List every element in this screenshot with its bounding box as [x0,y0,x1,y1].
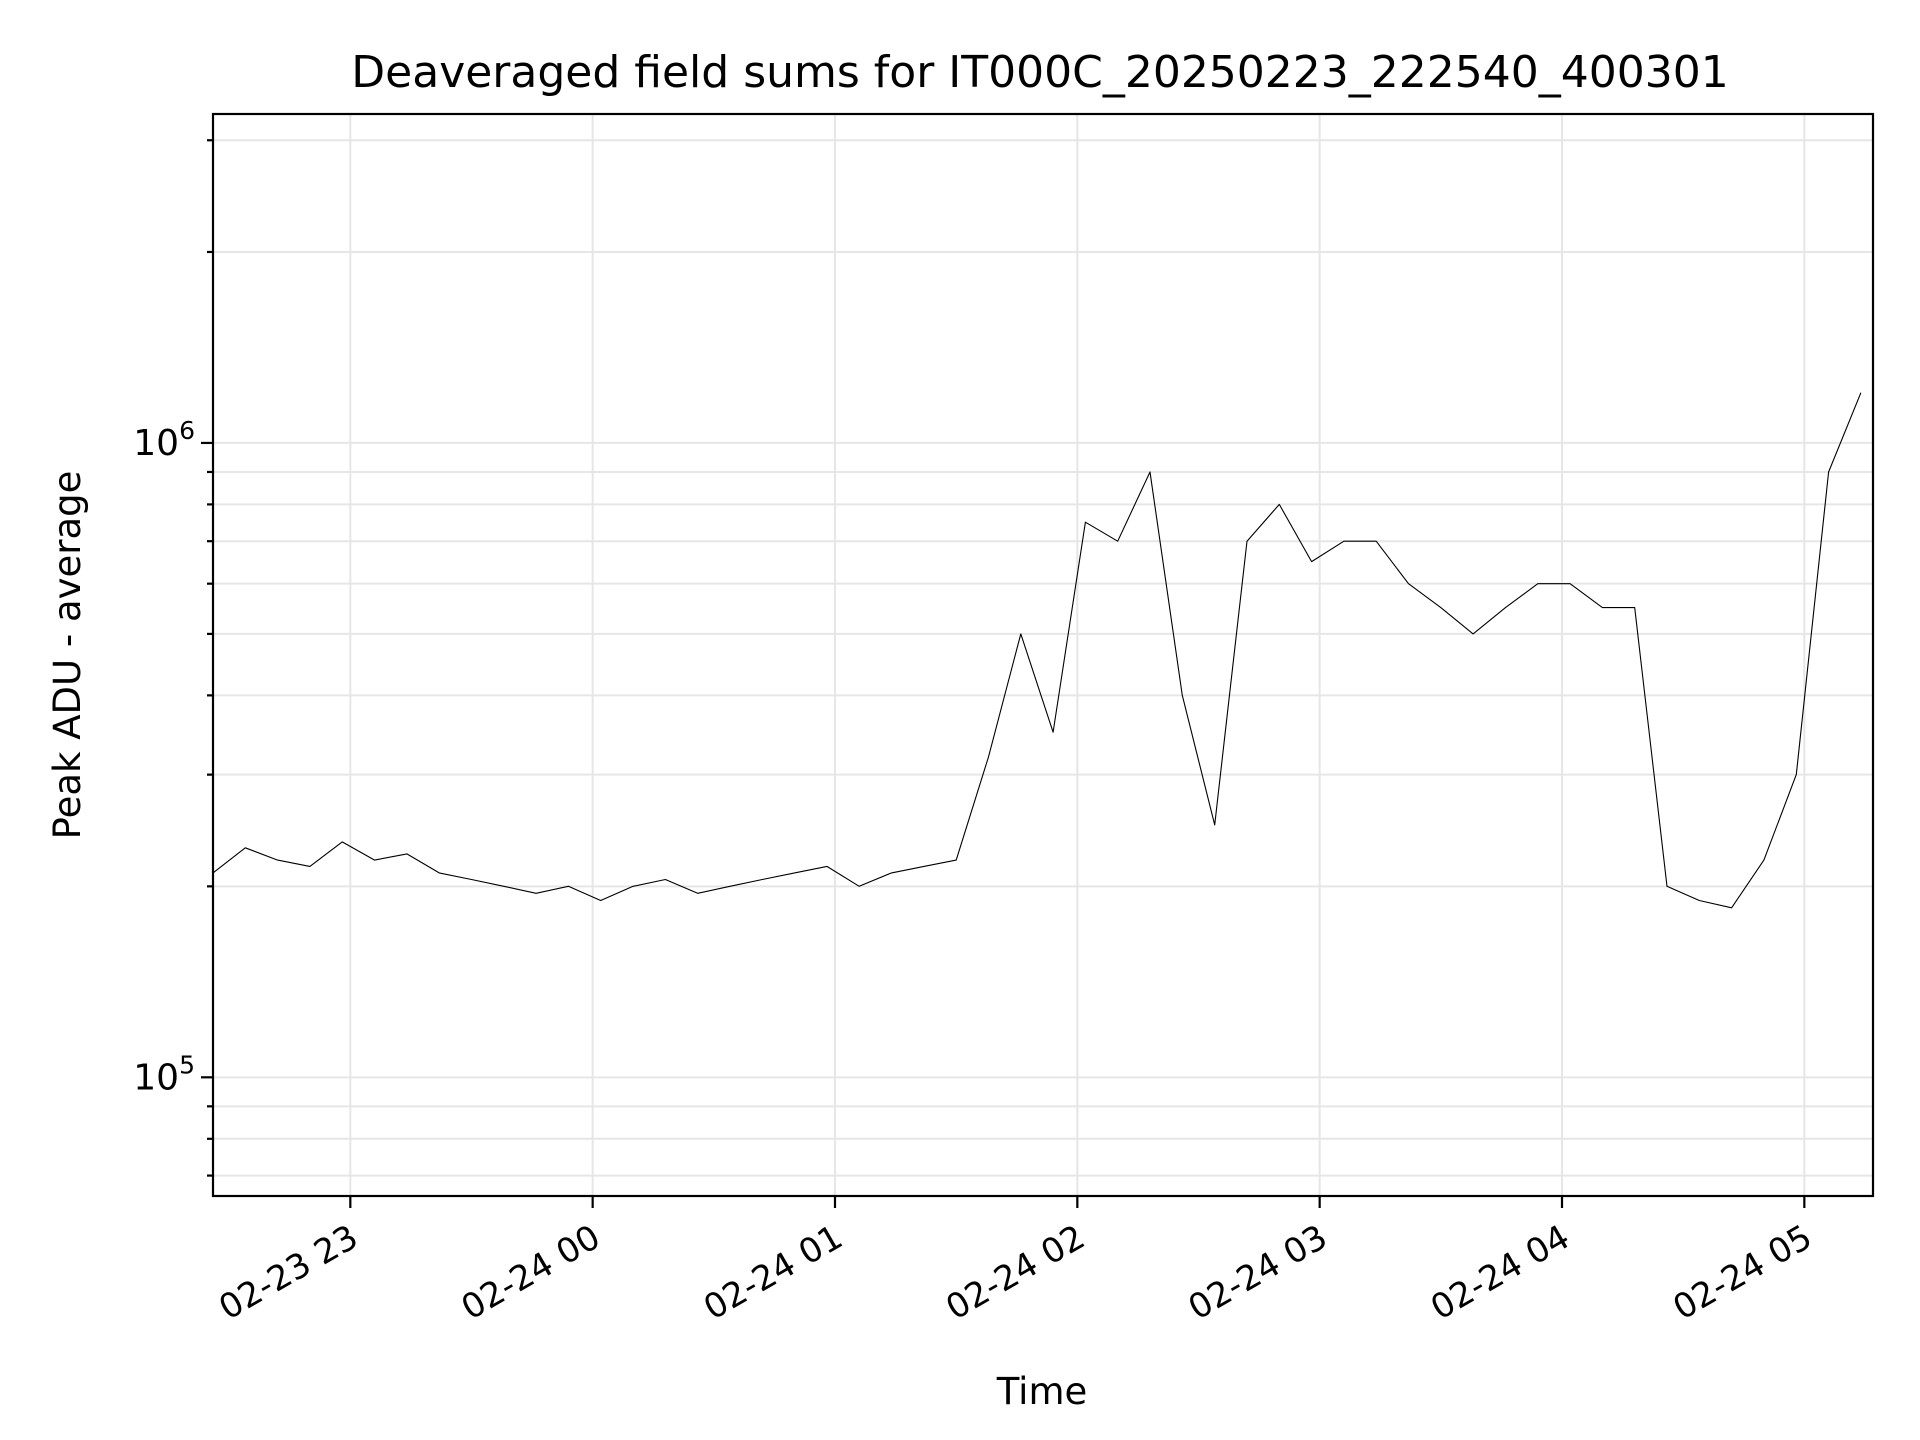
x-tick-label: 02-24 03 [1182,1217,1334,1328]
plot-frame [211,112,1875,1198]
x-axis: 02-23 23 02-24 00 02-24 01 02-24 02 02-24 03… [212,1196,1819,1328]
x-tick-label: 02-24 04 [1424,1217,1576,1328]
x-tick-label: 02-23 23 [212,1217,364,1328]
series-line [212,392,1862,909]
x-tick-label: 02-24 02 [939,1217,1091,1328]
y-axis-label: Peak ADU - average [46,471,89,840]
y-axis: 105 106 [133,139,213,1177]
x-axis-label: Time [996,1370,1088,1413]
data-series [212,392,1862,909]
x-tick-label: 02-24 05 [1666,1217,1818,1328]
y-tick-label: 106 [133,416,195,464]
y-tick-label: 105 [133,1050,195,1098]
x-tick-label: 02-24 00 [455,1217,607,1328]
chart-title: Deaveraged field sums for IT000C_2025022… [351,47,1728,98]
grid [213,114,1873,1196]
x-tick-label: 02-24 01 [697,1217,849,1328]
